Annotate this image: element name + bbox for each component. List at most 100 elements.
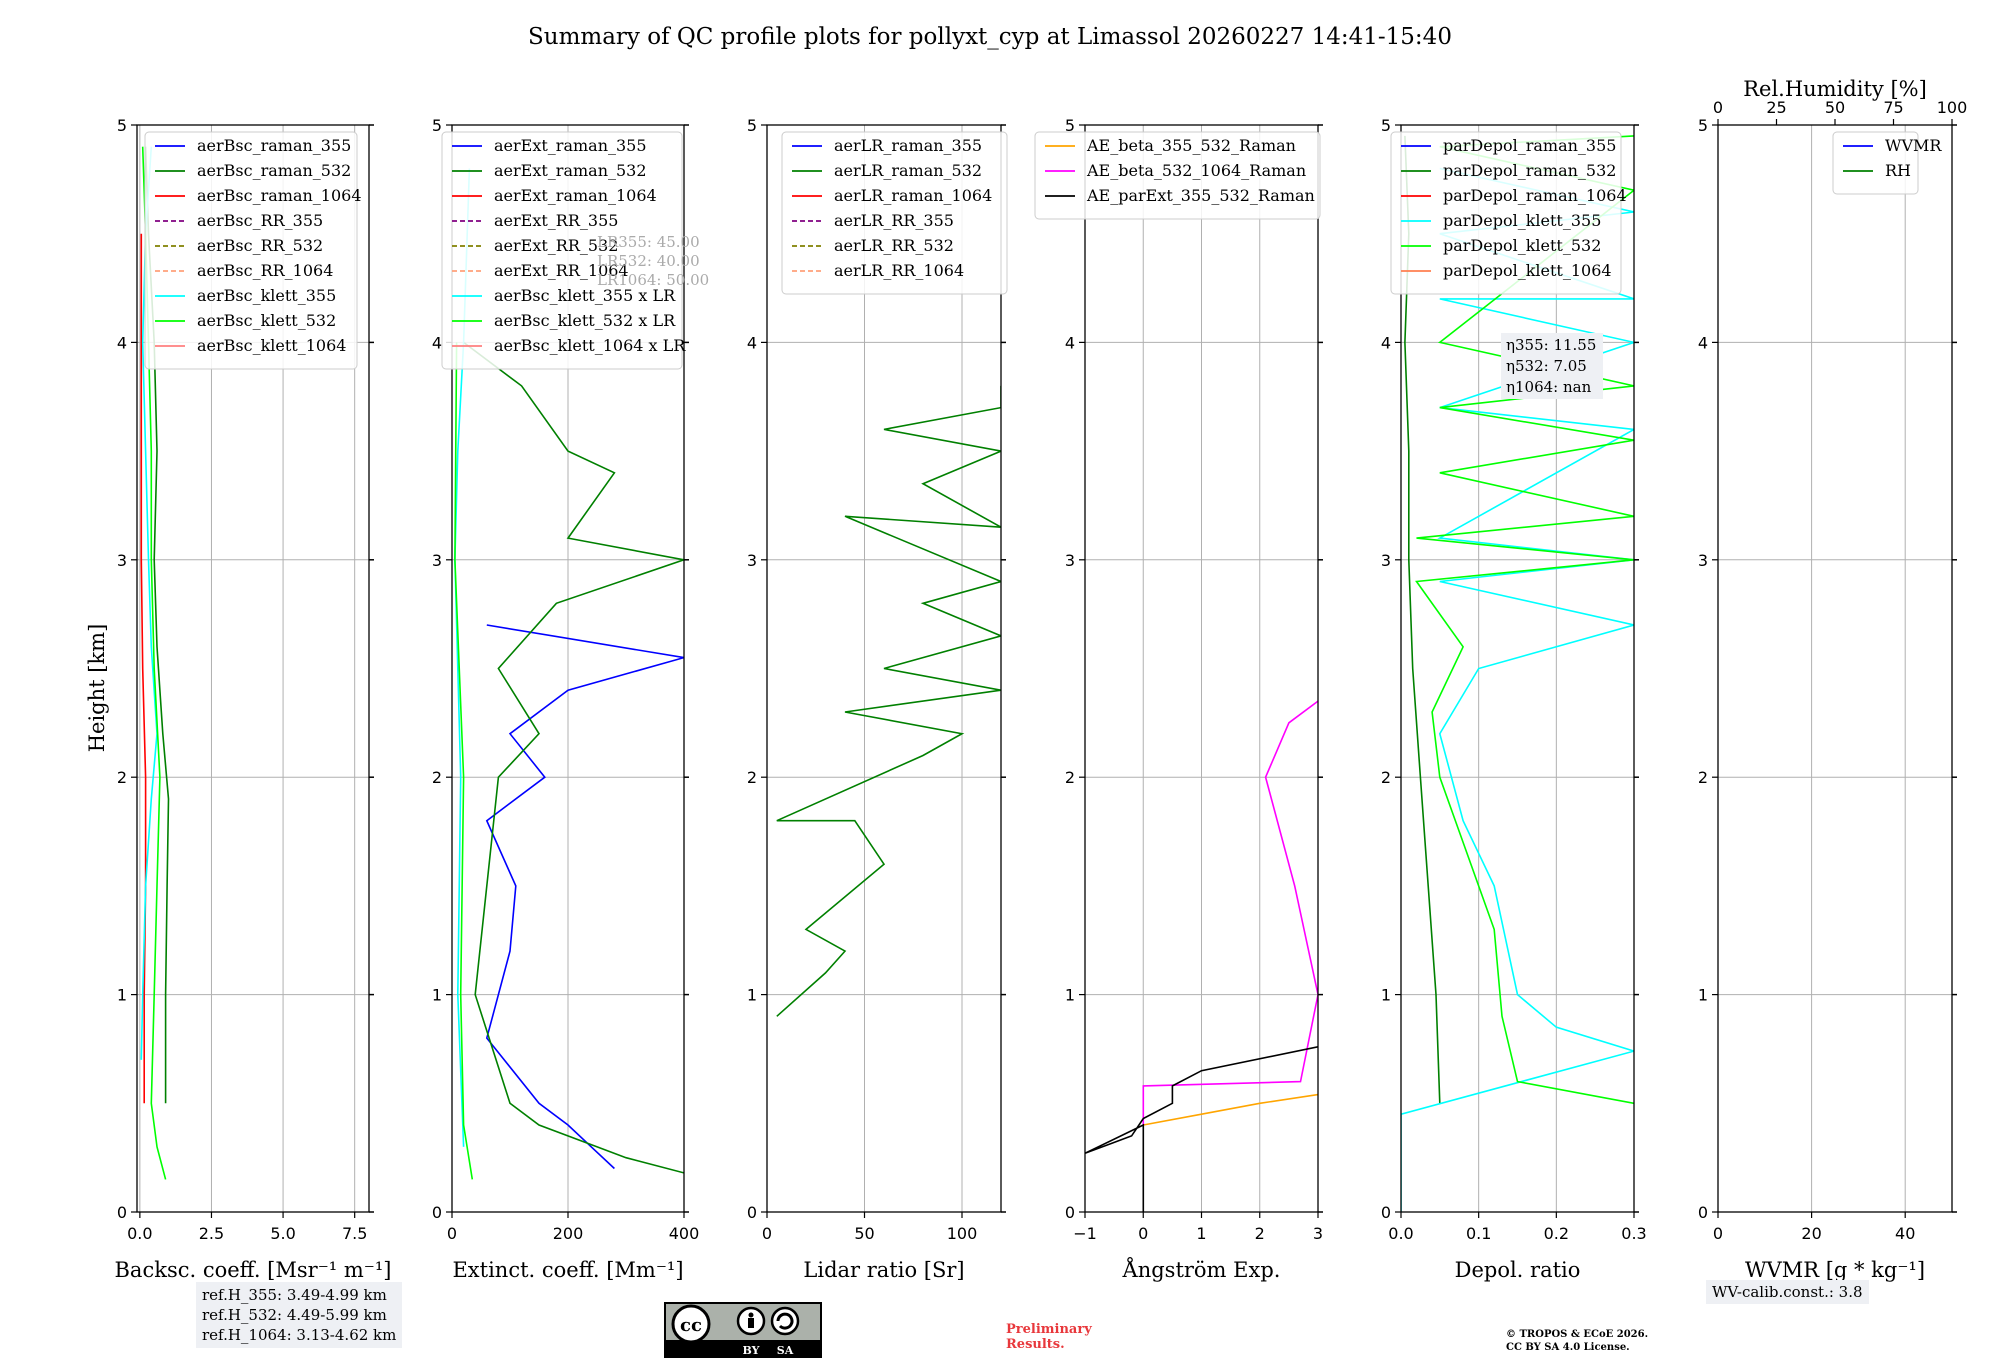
- y-tick-label: 2: [432, 768, 442, 787]
- y-tick-label: 0: [117, 1203, 127, 1222]
- legend-label: aerBsc_klett_355 x LR: [494, 286, 676, 305]
- legend-label: aerLR_RR_1064: [834, 261, 964, 280]
- legend-frame: [144, 131, 358, 370]
- eta-box-bg: [1501, 333, 1603, 399]
- legend-label: aerBsc_RR_355: [197, 211, 323, 230]
- legend-label: aerBsc_klett_1064 x LR: [494, 336, 686, 355]
- legend-label: aerBsc_RR_532: [197, 236, 323, 255]
- series-group: [1401, 135, 1634, 1212]
- legend-label: aerLR_raman_355: [834, 136, 982, 155]
- panel-angstrom: −1 0 1 2 3 0 1 2 3 4 5 Ångström Exp. AE_beta_355_532…: [1034, 116, 1323, 1282]
- x-tick-label: 40: [1895, 1224, 1915, 1243]
- y-tick-label: 4: [432, 333, 442, 352]
- preliminary-note: Preliminary Results.: [1006, 1322, 1092, 1352]
- legend-label: parDepol_raman_355: [1443, 136, 1616, 155]
- series-line-aerExt-raman-532: [463, 341, 684, 1174]
- x-tick-label: 0.3: [1621, 1224, 1646, 1243]
- lidar-ratio-text: LR355: 45.00: [597, 233, 700, 251]
- eta-text: η355: 11.55: [1506, 336, 1596, 354]
- legend-label: aerLR_RR_532: [834, 236, 954, 255]
- top-tick-label: 75: [1883, 98, 1903, 117]
- panel-extinction: 0 200 400 0 1 2 3 4 5 Extinct. coeff. [Mm⁻¹] aerEx…: [432, 116, 709, 1282]
- series-group: [776, 385, 1001, 1017]
- legend-label: aerBsc_klett_532 x LR: [494, 311, 676, 330]
- y-tick-label: 2: [1065, 768, 1075, 787]
- preliminary-line-2: Results.: [1006, 1337, 1065, 1352]
- axes-frame: [766, 124, 1002, 1213]
- series-line-AE-parExt-355-532-Raman: [1085, 1046, 1318, 1212]
- x-tick-label: 1: [1196, 1224, 1206, 1243]
- legend: parDepol_raman_355 parDepol_raman_532 parD…: [1390, 131, 1627, 295]
- y-tick-label: 2: [117, 768, 127, 787]
- legend-label: aerExt_raman_532: [494, 161, 647, 180]
- x-tick-label: 0: [1713, 1224, 1723, 1243]
- x-axis-label: Ångström Exp.: [1122, 1257, 1281, 1282]
- legend: aerBsc_raman_355 aerBsc_raman_532 aerBsc_r…: [144, 131, 362, 370]
- legend-label: parDepol_klett_532: [1443, 236, 1601, 255]
- y-tick-label: 2: [1698, 768, 1708, 787]
- x-axis-label: Backsc. coeff. [Msr⁻¹ m⁻¹]: [115, 1258, 392, 1282]
- x-tick-label: 7.5: [342, 1224, 367, 1243]
- legend-label: aerBsc_raman_355: [197, 136, 351, 155]
- copyright-note: © TROPOS & ECoE 2026. CC BY SA 4.0 Licen…: [1506, 1328, 1648, 1354]
- legend-label: aerBsc_RR_1064: [197, 261, 333, 280]
- copyright-line-1: © TROPOS & ECoE 2026.: [1506, 1329, 1649, 1340]
- series-line-AE-beta-355-532-Raman: [1143, 1093, 1318, 1126]
- y-tick-label: 5: [117, 116, 127, 135]
- x-tick-label: 20: [1801, 1224, 1821, 1243]
- panels-group: 0.0 2.5 5.0 7.5 0 1 2 3 4 5 Backsc. coeff. [Msr⁻¹ …: [115, 77, 1968, 1282]
- legend-label: parDepol_klett_1064: [1443, 261, 1612, 280]
- legend-label: aerLR_RR_355: [834, 211, 954, 230]
- legend-label: parDepol_raman_532: [1443, 161, 1616, 180]
- legend-label: aerLR_raman_1064: [834, 186, 992, 205]
- eta-text: η1064: nan: [1506, 378, 1592, 396]
- y-tick-label: 4: [747, 333, 757, 352]
- y-tick-label: 3: [1698, 551, 1708, 570]
- by-label: BY: [743, 1344, 760, 1357]
- legend-label: parDepol_klett_355: [1443, 211, 1601, 230]
- cc-icon: [671, 1304, 711, 1344]
- y-tick-label: 0: [1065, 1203, 1075, 1222]
- series-group: [1085, 700, 1318, 1212]
- y-tick-label: 3: [432, 551, 442, 570]
- y-tick-label: 4: [117, 333, 127, 352]
- x-tick-label: 400: [669, 1224, 700, 1243]
- ref-height-532: ref.H_532: 4.49-5.99 km: [202, 1306, 387, 1324]
- y-tick-label: 1: [1065, 986, 1075, 1005]
- axes-frame: [136, 124, 370, 1213]
- x-tick-label: 2.5: [199, 1224, 224, 1243]
- eta-text: η532: 7.05: [1506, 357, 1587, 375]
- preliminary-line-1: Preliminary: [1006, 1322, 1092, 1337]
- top-tick-label: 50: [1825, 98, 1845, 117]
- cc-text: cc: [680, 1315, 702, 1336]
- legend-label: aerExt_raman_355: [494, 136, 647, 155]
- x-tick-label: 0.0: [1388, 1224, 1413, 1243]
- legend: AE_beta_355_532_Raman AE_beta_532_1064_Ra…: [1034, 131, 1321, 220]
- series-line-aerBsc-raman-1064: [140, 233, 147, 1104]
- y-tick-label: 0: [747, 1203, 757, 1222]
- y-tick-label: 5: [1698, 116, 1708, 135]
- legend-label: aerExt_RR_355: [494, 211, 618, 230]
- x-tick-label: 0: [762, 1224, 772, 1243]
- top-tick-label: 100: [1937, 98, 1968, 117]
- legend-frame: [781, 131, 1008, 295]
- cc-license-badge: cc BY SA: [664, 1302, 822, 1358]
- legend: aerLR_raman_355 aerLR_raman_532 aerLR_rama…: [781, 131, 1008, 295]
- y-tick-label: 5: [432, 116, 442, 135]
- wv-calibration-box: WV-calib.const.: 3.8: [1706, 1280, 1869, 1304]
- x-tick-label: 0: [1138, 1224, 1148, 1243]
- legend-label: AE_beta_532_1064_Raman: [1086, 161, 1306, 180]
- eta-box: η355: 11.55 η532: 7.05 η1064: nan: [1501, 333, 1603, 399]
- legend-label: aerBsc_klett_1064: [197, 336, 346, 355]
- ref-height-1064: ref.H_1064: 3.13-4.62 km: [202, 1326, 397, 1344]
- legend-label: WVMR: [1885, 136, 1942, 155]
- sa-label: SA: [777, 1344, 794, 1357]
- legend-label: aerBsc_klett_355: [197, 286, 336, 305]
- y-tick-label: 2: [747, 768, 757, 787]
- x-tick-label: 3: [1313, 1224, 1323, 1243]
- x-tick-label: 5.0: [270, 1224, 295, 1243]
- x-axis-label: Extinct. coeff. [Mm⁻¹]: [452, 1258, 683, 1282]
- x-tick-label: 100: [947, 1224, 978, 1243]
